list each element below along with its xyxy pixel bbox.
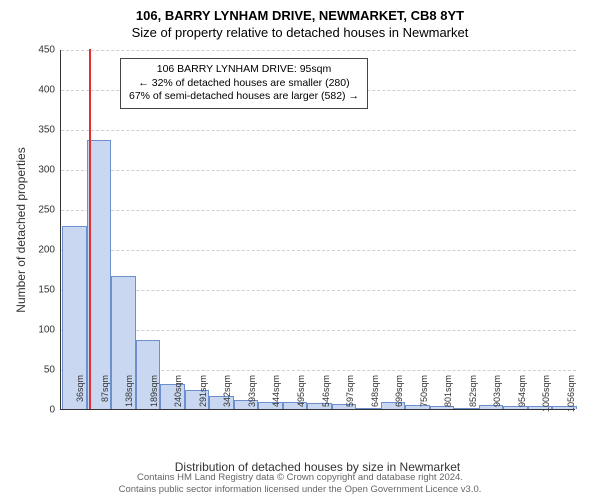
y-tick-label: 450 [15, 45, 55, 56]
x-tick-label: 495sqm [296, 375, 306, 415]
x-tick-label: 546sqm [321, 375, 331, 415]
annotation-line3: 67% of semi-detached houses are larger (… [129, 90, 359, 104]
y-tick-label: 250 [15, 205, 55, 216]
x-tick-label: 189sqm [149, 375, 159, 415]
x-tick-label: 954sqm [517, 375, 527, 415]
x-tick-label: 597sqm [345, 375, 355, 415]
x-tick-label: 699sqm [394, 375, 404, 415]
x-tick-label: 393sqm [247, 375, 257, 415]
footer-line2: Contains public sector information licen… [0, 484, 600, 496]
annotation-line2: ← 32% of detached houses are smaller (28… [129, 77, 359, 91]
y-tick-label: 0 [15, 405, 55, 416]
y-tick-label: 100 [15, 325, 55, 336]
x-tick-label: 342sqm [222, 375, 232, 415]
x-tick-label: 138sqm [124, 375, 134, 415]
x-tick-label: 36sqm [75, 375, 85, 415]
x-tick-label: 87sqm [100, 375, 110, 415]
x-tick-label: 852sqm [468, 375, 478, 415]
x-tick-label: 1005sqm [541, 375, 551, 415]
y-tick-label: 350 [15, 125, 55, 136]
y-tick-label: 400 [15, 85, 55, 96]
x-tick-label: 903sqm [492, 375, 502, 415]
y-tick-label: 200 [15, 245, 55, 256]
footer: Contains HM Land Registry data © Crown c… [0, 472, 600, 496]
chart: Number of detached properties 0501001502… [60, 50, 575, 410]
x-tick-label: 240sqm [173, 375, 183, 415]
x-tick-label: 1056sqm [566, 375, 576, 415]
x-tick-label: 291sqm [198, 375, 208, 415]
annotation-box: 106 BARRY LYNHAM DRIVE: 95sqm ← 32% of d… [120, 58, 368, 109]
footer-line1: Contains HM Land Registry data © Crown c… [0, 472, 600, 484]
x-tick-label: 750sqm [419, 375, 429, 415]
reference-line [89, 49, 91, 409]
page-title: 106, BARRY LYNHAM DRIVE, NEWMARKET, CB8 … [0, 0, 600, 23]
y-tick-label: 150 [15, 285, 55, 296]
x-tick-label: 648sqm [370, 375, 380, 415]
y-tick-label: 300 [15, 165, 55, 176]
annotation-line1: 106 BARRY LYNHAM DRIVE: 95sqm [129, 63, 359, 77]
x-tick-label: 801sqm [443, 375, 453, 415]
page-subtitle: Size of property relative to detached ho… [0, 23, 600, 40]
y-tick-label: 50 [15, 365, 55, 376]
x-tick-label: 444sqm [271, 375, 281, 415]
